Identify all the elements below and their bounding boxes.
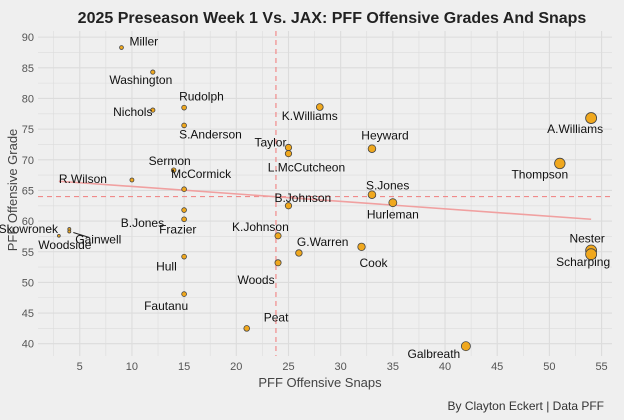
y-tick-label: 65 xyxy=(22,185,34,197)
x-tick-label: 45 xyxy=(491,361,503,373)
y-axis-title: PFF Offensive Grade xyxy=(5,129,20,252)
point-label: K.Williams xyxy=(282,109,338,123)
data-point xyxy=(585,112,598,124)
data-point xyxy=(129,177,135,183)
y-tick-label: 85 xyxy=(22,63,34,75)
x-tick-label: 40 xyxy=(439,361,451,373)
data-point xyxy=(243,325,250,332)
point-label: Woods xyxy=(237,273,274,287)
data-point xyxy=(181,104,187,111)
point-label: Frazier xyxy=(159,222,196,236)
x-tick-label: 15 xyxy=(178,361,190,373)
points-layer xyxy=(57,45,598,352)
point-label: K.Johnson xyxy=(232,220,289,234)
point-label: Sermon xyxy=(149,154,191,168)
point-label: Washington xyxy=(109,73,172,87)
point-label: B.Johnson xyxy=(274,191,331,205)
reference-lines xyxy=(38,31,612,356)
point-label: Nester xyxy=(569,232,604,246)
point-label: Cook xyxy=(360,256,389,270)
data-point xyxy=(460,341,471,352)
point-label: Hull xyxy=(156,260,177,274)
point-label: McCormick xyxy=(171,167,232,181)
tick-labels-layer: 5 10 15 20 25 30 35 40 45 50 55 40 45 50 55 60 65 70 75 80 8… xyxy=(22,32,608,373)
point-label: Hurleman xyxy=(367,208,419,222)
point-label: R.Wilson xyxy=(59,172,107,186)
data-point xyxy=(295,249,303,257)
data-point xyxy=(181,253,187,260)
point-label: Gainwell xyxy=(75,233,121,247)
data-point xyxy=(181,207,187,213)
x-tick-label: 55 xyxy=(595,361,607,373)
data-point xyxy=(181,216,187,223)
y-tick-label: 90 xyxy=(22,32,34,44)
data-point xyxy=(315,103,324,111)
x-tick-label: 25 xyxy=(282,361,294,373)
point-label: A.Williams xyxy=(547,122,603,136)
y-tick-label: 80 xyxy=(22,93,34,105)
data-point xyxy=(119,45,124,50)
x-axis-title: PFF Offensive Snaps xyxy=(258,375,382,390)
point-label: Galbreath xyxy=(408,347,461,361)
data-point xyxy=(274,259,282,267)
data-point xyxy=(284,150,293,158)
chart-title: 2025 Preseason Week 1 Vs. JAX: PFF Offen… xyxy=(78,10,587,27)
y-tick-label: 55 xyxy=(22,247,34,259)
data-point xyxy=(554,157,566,170)
data-point xyxy=(585,248,598,261)
point-label: L.McCutcheon xyxy=(268,161,345,175)
y-tick-label: 70 xyxy=(22,155,34,167)
point-label: Miller xyxy=(129,35,158,49)
data-point xyxy=(57,233,61,238)
x-tick-label: 20 xyxy=(230,361,242,373)
point-label: Woodside xyxy=(38,238,91,252)
y-tick-label: 45 xyxy=(22,308,34,320)
data-point xyxy=(181,186,187,192)
data-point xyxy=(150,69,156,75)
trend-line xyxy=(58,180,592,221)
y-tick-label: 40 xyxy=(22,339,34,351)
point-label: Scharping xyxy=(556,255,610,269)
label-connector xyxy=(73,232,90,238)
data-point xyxy=(150,107,156,113)
data-point xyxy=(67,229,72,234)
point-label: Skowronek xyxy=(0,222,59,236)
point-label: Fautanu xyxy=(144,299,188,313)
y-tick-label: 60 xyxy=(22,216,34,228)
data-point xyxy=(170,167,177,173)
point-label: Rudolph xyxy=(179,90,224,104)
point-label: Nichols xyxy=(113,105,152,119)
x-tick-label: 50 xyxy=(543,361,555,373)
point-label: Taylor xyxy=(254,136,286,150)
point-label: G.Warren xyxy=(297,235,349,249)
x-tick-label: 35 xyxy=(387,361,399,373)
data-point xyxy=(367,190,377,199)
data-point xyxy=(367,144,377,153)
data-point xyxy=(284,202,293,210)
point-label: Peat xyxy=(264,310,289,324)
point-label: S.Jones xyxy=(366,179,409,193)
data-point xyxy=(388,198,398,208)
point-label: S.Anderson xyxy=(179,127,242,141)
data-point xyxy=(357,242,366,251)
point-label: Thompson xyxy=(511,167,568,181)
x-tick-label: 30 xyxy=(335,361,347,373)
data-point xyxy=(181,122,187,129)
data-point xyxy=(274,232,282,240)
point-label: Heyward xyxy=(361,129,408,143)
y-tick-label: 50 xyxy=(22,277,34,289)
data-point xyxy=(181,291,187,297)
point-label: B.Jones xyxy=(121,216,164,230)
point-labels-layer: Miller Washington Nichols Rudolph S.Anderson… xyxy=(0,35,610,362)
x-tick-label: 5 xyxy=(77,361,83,373)
x-tick-label: 10 xyxy=(126,361,138,373)
chart-caption: By Clayton Eckert | Data PFF xyxy=(448,399,605,413)
trend-line-layer xyxy=(58,180,592,221)
y-tick-label: 75 xyxy=(22,124,34,136)
